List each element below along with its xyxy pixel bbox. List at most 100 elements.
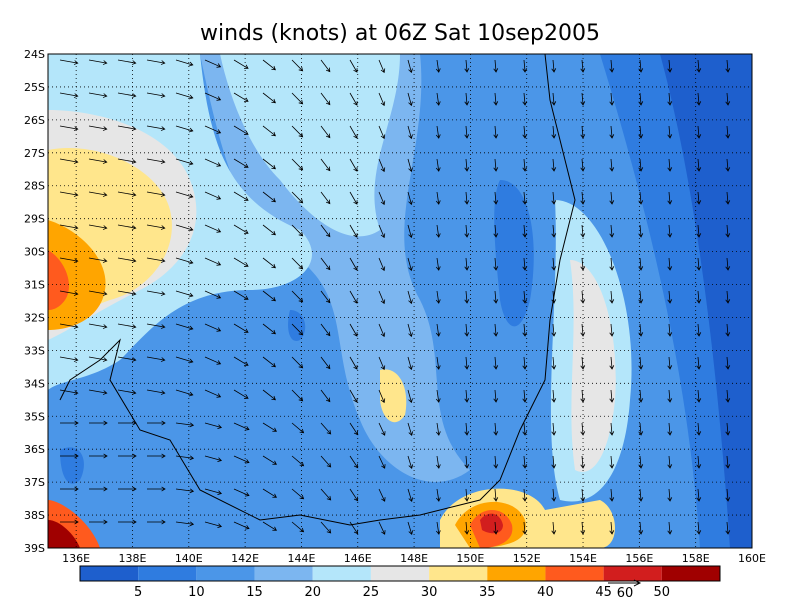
wind-arrow	[551, 191, 557, 205]
lat-label: 32S	[24, 311, 45, 324]
wind-arrow	[464, 125, 470, 139]
wind-arrow	[493, 59, 499, 73]
wind-arrow	[464, 521, 470, 535]
wind-arrow	[493, 323, 499, 337]
wind-arrow	[464, 323, 470, 337]
wind-arrow	[59, 224, 79, 230]
wind-arrow	[696, 290, 702, 304]
wind-arrow	[609, 59, 615, 73]
wind-arrow	[59, 158, 79, 164]
wind-arrow	[407, 92, 413, 107]
wind-arrow	[609, 323, 615, 337]
wind-arrow	[522, 125, 528, 139]
colorbar-swatch	[545, 566, 604, 581]
wind-arrow	[175, 323, 194, 331]
wind-arrow	[493, 125, 499, 139]
wind-arrow	[262, 257, 276, 269]
wind-arrow	[262, 191, 276, 203]
wind-arrow	[117, 191, 137, 197]
wind-arrow	[464, 455, 470, 469]
lon-label: 160E	[738, 552, 766, 565]
wind-arrow	[667, 455, 673, 469]
wind-arrow	[522, 59, 528, 73]
wind-arrow	[118, 519, 137, 525]
wind-arrow	[551, 257, 557, 271]
wind-arrow	[725, 521, 731, 535]
wind-arrow	[233, 191, 249, 201]
wind-arrow	[609, 125, 615, 139]
wind-arrow	[638, 389, 644, 403]
wind-arrow	[88, 323, 108, 329]
wind-arrow	[407, 191, 413, 206]
wind-arrow	[320, 191, 331, 205]
wind-arrow	[522, 224, 528, 238]
colorbar-label: 30	[421, 585, 438, 600]
lat-label: 25S	[24, 81, 45, 94]
wind-arrow	[378, 92, 386, 107]
wind-arrow	[580, 224, 586, 238]
wind-arrow	[464, 422, 470, 436]
wind-arrow	[667, 59, 673, 73]
wind-arrow	[609, 488, 615, 502]
wind-arrow	[262, 224, 276, 236]
wind-arrow	[262, 455, 278, 465]
wind-arrow	[667, 521, 673, 535]
wind-arrow	[349, 290, 358, 304]
wind-arrow	[147, 453, 166, 459]
wind-arrow	[580, 323, 586, 337]
colorbar-label: 10	[188, 585, 205, 600]
wind-arrow	[175, 422, 195, 428]
lat-label: 27S	[24, 147, 45, 160]
wind-arrow	[580, 59, 586, 73]
wind-arrow	[435, 158, 441, 172]
wind-arrow	[233, 290, 249, 300]
wind-arrow	[146, 389, 166, 395]
wind-arrow	[609, 158, 615, 172]
wind-arrow	[435, 521, 441, 535]
wind-arrow	[378, 158, 386, 173]
wind-arrow	[320, 257, 331, 271]
wind-arrow	[667, 92, 673, 106]
contours	[48, 54, 752, 548]
wind-arrow	[175, 488, 195, 494]
wind-arrow	[551, 125, 557, 139]
wind-arrow	[638, 290, 644, 304]
wind-arrow	[667, 191, 673, 205]
wind-arrow	[204, 422, 223, 429]
wind-arrow	[638, 488, 644, 502]
colorbar-swatch	[254, 566, 313, 581]
lat-label: 31S	[24, 279, 45, 292]
wind-arrow	[349, 125, 358, 139]
wind-arrow	[435, 257, 441, 271]
wind-arrow	[725, 356, 731, 370]
wind-arrow	[696, 224, 702, 238]
wind-arrow	[60, 453, 79, 459]
wind-arrow	[320, 488, 332, 501]
wind-arrow	[378, 290, 386, 305]
wind-arrow	[464, 92, 470, 106]
wind-arrow	[88, 92, 108, 98]
wind-arrow	[667, 422, 673, 436]
wind-arrow	[320, 389, 331, 403]
wind-arrow	[609, 521, 615, 535]
wind-arrow	[464, 356, 470, 370]
lat-label: 29S	[24, 213, 45, 226]
wind-arrow	[233, 422, 250, 431]
lon-label: 142E	[231, 552, 259, 565]
wind-arrow	[551, 158, 557, 172]
wind-arrow	[146, 125, 166, 131]
lat-label: 24S	[24, 48, 45, 61]
wind-arrow	[320, 455, 332, 468]
wind-arrow	[435, 224, 441, 238]
colorbar-label: 15	[246, 585, 263, 600]
wind-arrow	[262, 356, 276, 368]
lat-label: 28S	[24, 180, 45, 193]
wind-arrow	[204, 356, 222, 365]
wind-arrow	[609, 92, 615, 106]
wind-arrow	[522, 290, 528, 304]
wind-arrow	[667, 125, 673, 139]
lon-label: 136E	[62, 552, 90, 565]
wind-arrow	[667, 488, 673, 502]
wind-arrow	[262, 59, 276, 71]
wind-arrow	[551, 422, 557, 436]
